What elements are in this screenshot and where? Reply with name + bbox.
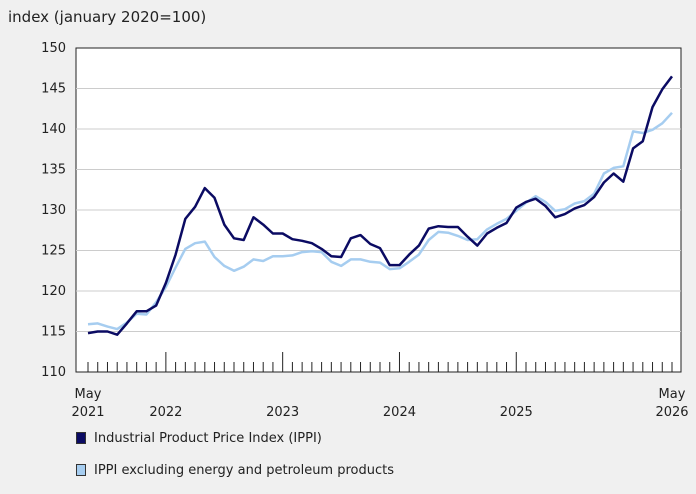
x-tick-month-label: May <box>75 387 102 402</box>
y-tick-label: 130 <box>41 203 66 218</box>
y-tick-label: 135 <box>41 163 66 178</box>
y-tick-label: 150 <box>41 41 66 56</box>
y-tick-label: 140 <box>41 122 66 137</box>
x-axis: May 2021 2022 2023 2024 2025 May 2026 <box>71 352 689 420</box>
x-tick-year-label: 2022 <box>149 405 182 420</box>
series-layer <box>87 75 673 336</box>
series-line-0 <box>87 75 673 336</box>
y-tick-label: 120 <box>41 284 66 299</box>
legend: Industrial Product Price Index (IPPI) IP… <box>76 430 394 494</box>
y-tick-label: 125 <box>41 244 66 259</box>
x-tick-year-label: 2024 <box>383 405 416 420</box>
y-axis-title: index (january 2020=100) <box>8 8 206 26</box>
x-tick-month-label: May <box>659 387 686 402</box>
y-tick-label: 145 <box>41 82 66 97</box>
y-axis: 110 115 120 125 130 135 140 145 150 <box>41 41 66 380</box>
series-line-1 <box>87 111 673 331</box>
legend-item-ippi-ex-energy: IPPI excluding energy and petroleum prod… <box>76 462 394 478</box>
y-tick-label: 110 <box>41 365 66 380</box>
legend-label-ippi-ex-energy: IPPI excluding energy and petroleum prod… <box>94 462 394 478</box>
y-tick-label: 115 <box>41 325 66 340</box>
x-tick-year-label: 2023 <box>266 405 299 420</box>
x-tick-year-label: 2025 <box>500 405 533 420</box>
x-tick-year-label: 2021 <box>71 405 104 420</box>
legend-label-ippi: Industrial Product Price Index (IPPI) <box>94 430 322 446</box>
grid <box>76 88 681 332</box>
legend-swatch-ippi-ex-energy <box>76 464 86 476</box>
legend-item-ippi: Industrial Product Price Index (IPPI) <box>76 430 394 446</box>
legend-swatch-ippi <box>76 432 86 444</box>
x-tick-year-label: 2026 <box>655 405 688 420</box>
